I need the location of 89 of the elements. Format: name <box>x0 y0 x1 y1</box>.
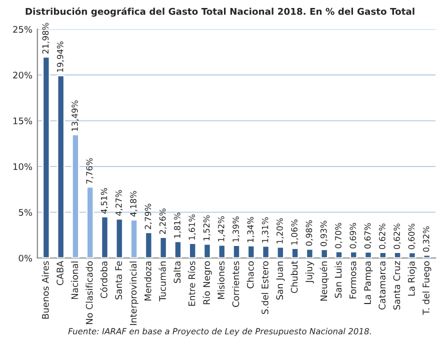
x-tick-label: CABA <box>56 260 64 286</box>
x-tick-label: Interprovincial <box>130 262 138 325</box>
x-tick-label: Chaco <box>246 261 254 288</box>
data-label: 0,70% <box>335 222 342 248</box>
data-label: 0,69% <box>350 222 357 248</box>
data-label: 1,61% <box>188 214 196 240</box>
data-label: 4,51% <box>100 188 108 214</box>
chart-title: Distribución geográfica del Gasto Total Nacional 2018. En % del Gasto Total <box>26 7 414 17</box>
data-label: 13,49% <box>72 100 79 131</box>
x-tick-label: Jujuy <box>305 261 314 284</box>
data-label: 0,98% <box>306 220 313 246</box>
x-tick-label: Nacional <box>71 262 78 299</box>
x-tick-label: Neuquén <box>320 262 329 301</box>
x-tick-label: Santa Cruz <box>393 261 400 310</box>
x-tick-label: S.del Estero <box>261 261 268 314</box>
source-note: Fuente: IARAF en base a Proyecto de Ley de Presupuesto Nacional 2018. <box>68 328 371 336</box>
bar <box>306 248 314 258</box>
bar <box>334 250 343 258</box>
x-tick-label: Misiones <box>217 261 224 299</box>
data-label: 0,93% <box>320 220 328 246</box>
x-tick-label: Río Negro <box>202 261 212 304</box>
bar <box>130 219 138 258</box>
bar <box>422 254 431 258</box>
bar <box>232 244 240 258</box>
bar <box>174 240 182 258</box>
data-label: 4,18% <box>130 190 138 217</box>
bar <box>350 250 358 258</box>
bar <box>86 186 94 258</box>
data-label: 1,06% <box>291 220 298 245</box>
bar <box>262 245 270 258</box>
bar <box>71 134 80 258</box>
data-label: 1,34% <box>247 216 254 242</box>
y-tick-label: 15% <box>13 117 32 124</box>
data-label: 2,79% <box>144 204 152 230</box>
x-tick-label: Buenos Aires <box>42 261 49 319</box>
bar <box>320 248 328 258</box>
x-tick-label: San Luis <box>334 261 342 298</box>
x-tick-label: Tucumán <box>158 262 166 302</box>
bar <box>42 56 50 258</box>
data-label: 0,32% <box>422 226 430 252</box>
data-label: 7,76% <box>86 158 94 184</box>
data-label: 0,62% <box>379 224 386 250</box>
y-tick-label: 0% <box>18 254 32 262</box>
data-label: 21,98% <box>42 22 50 54</box>
bar <box>159 236 168 258</box>
data-label: 1,39% <box>232 216 240 242</box>
data-label: 1,52% <box>203 215 210 240</box>
bar <box>276 246 284 258</box>
x-tick-label: No Clasificado <box>86 261 93 324</box>
x-tick-label: La Pampa <box>364 262 373 304</box>
x-tick-label: La Rioja <box>408 262 417 296</box>
bar <box>247 245 256 258</box>
x-tick-label: Formosa <box>350 262 356 298</box>
data-label: 1,31% <box>262 217 270 242</box>
data-label: 19,94% <box>56 41 64 72</box>
y-tick-label: 5% <box>18 208 32 216</box>
y-tick-label: 25% <box>13 26 32 33</box>
data-label: 4,27% <box>115 190 123 216</box>
y-tick-label: 20% <box>13 72 32 79</box>
data-label: 0,62% <box>394 224 401 250</box>
y-tick-label: 10% <box>13 163 32 170</box>
x-tick-label: T. del Fuego <box>422 261 432 315</box>
x-tick-label: San Juan <box>276 262 285 300</box>
bar <box>100 216 109 258</box>
data-label: 1,20% <box>276 218 284 244</box>
bar <box>144 232 153 258</box>
bar <box>291 248 300 258</box>
bar <box>394 252 402 258</box>
bar <box>203 243 212 258</box>
x-tick-label: Córdoba <box>100 262 108 298</box>
data-label: 1,81% <box>174 212 182 238</box>
x-tick-label: Mendoza <box>144 262 152 300</box>
bar <box>378 252 387 258</box>
x-tick-label: Chubut <box>290 260 298 294</box>
data-label: 2,26% <box>159 208 167 234</box>
data-label: 0,60% <box>408 224 416 250</box>
bar <box>115 218 124 258</box>
x-tick-label: Salta <box>174 262 181 284</box>
bar <box>218 244 226 258</box>
bar <box>56 74 65 258</box>
data-label: 1,42% <box>218 216 226 242</box>
bar <box>364 251 372 258</box>
x-tick-label: Corrientes <box>232 261 240 307</box>
data-label: 0,67% <box>364 223 372 249</box>
bar <box>408 252 416 258</box>
x-tick-label: Entre Ríos <box>188 261 196 306</box>
bar <box>188 242 197 258</box>
x-tick-label: Santa Fe <box>115 261 122 300</box>
x-tick-label: Catamarca <box>378 262 386 310</box>
